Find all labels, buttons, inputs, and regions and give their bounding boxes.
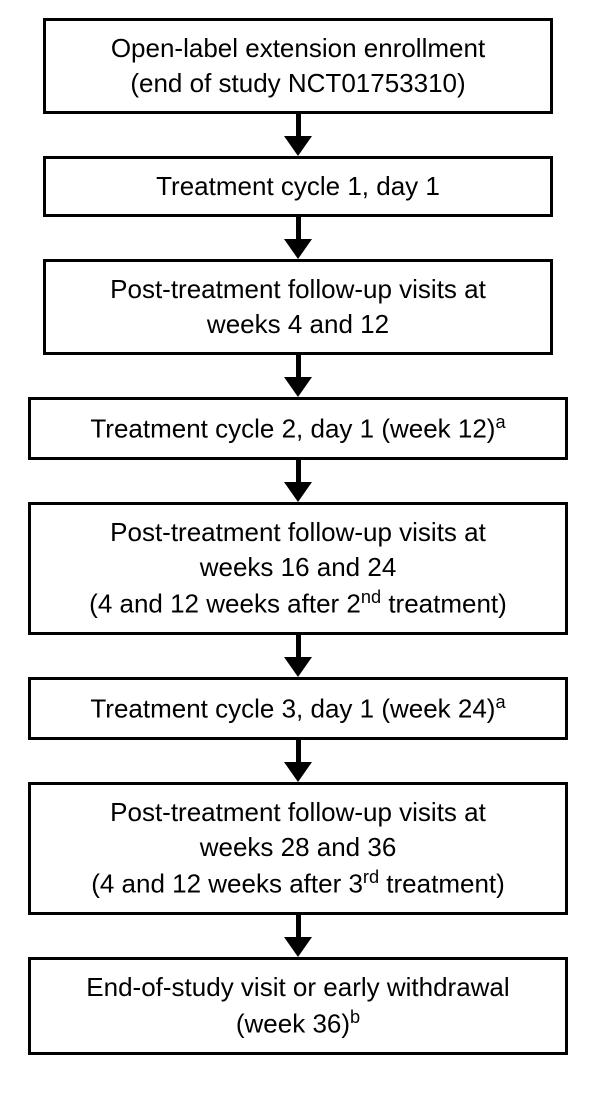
flow-arrow <box>284 915 312 957</box>
flow-node-text: (4 and 12 weeks after 3rd treatment) <box>91 865 505 902</box>
arrow-shaft <box>296 355 301 378</box>
flow-node-n5: Post-treatment follow-up visits atweeks … <box>28 502 568 635</box>
flow-node-text: (4 and 12 weeks after 2nd treatment) <box>89 585 507 622</box>
arrow-shaft <box>296 460 301 483</box>
arrow-shaft <box>296 635 301 658</box>
arrow-head-icon <box>284 937 312 957</box>
arrow-head-icon <box>284 762 312 782</box>
flow-node-n3: Post-treatment follow-up visits atweeks … <box>43 259 553 355</box>
flow-node-n2: Treatment cycle 1, day 1 <box>43 156 553 217</box>
flow-node-text: Post-treatment follow-up visits at <box>110 515 486 550</box>
flow-arrow <box>284 217 312 259</box>
flow-node-text: (end of study NCT01753310) <box>130 66 465 101</box>
flow-arrow <box>284 114 312 156</box>
flow-node-n4: Treatment cycle 2, day 1 (week 12)a <box>28 397 568 460</box>
flow-node-text: (week 36)b <box>236 1005 360 1042</box>
flow-node-text: Treatment cycle 3, day 1 (week 24)a <box>90 690 505 727</box>
flow-arrow <box>284 460 312 502</box>
flow-node-text: Treatment cycle 2, day 1 (week 12)a <box>90 410 505 447</box>
flow-node-text: weeks 28 and 36 <box>200 830 397 865</box>
flow-node-text: weeks 16 and 24 <box>200 550 397 585</box>
flow-node-n6: Treatment cycle 3, day 1 (week 24)a <box>28 677 568 740</box>
arrow-shaft <box>296 114 301 137</box>
flow-arrow <box>284 635 312 677</box>
flow-node-n7: Post-treatment follow-up visits atweeks … <box>28 782 568 915</box>
arrow-shaft <box>296 915 301 938</box>
flow-arrow <box>284 355 312 397</box>
arrow-head-icon <box>284 657 312 677</box>
arrow-shaft <box>296 217 301 240</box>
flow-node-text: Open-label extension enrollment <box>111 31 485 66</box>
flow-node-text: Post-treatment follow-up visits at <box>110 795 486 830</box>
arrow-head-icon <box>284 239 312 259</box>
flow-node-text: Post-treatment follow-up visits at <box>110 272 486 307</box>
flow-node-n1: Open-label extension enrollment(end of s… <box>43 18 553 114</box>
flow-node-text: End-of-study visit or early withdrawal <box>86 970 509 1005</box>
arrow-head-icon <box>284 136 312 156</box>
arrow-head-icon <box>284 377 312 397</box>
flow-node-text: Treatment cycle 1, day 1 <box>156 169 440 204</box>
arrow-shaft <box>296 740 301 763</box>
flow-node-text: weeks 4 and 12 <box>207 307 389 342</box>
flow-arrow <box>284 740 312 782</box>
flow-node-n8: End-of-study visit or early withdrawal(w… <box>28 957 568 1055</box>
arrow-head-icon <box>284 482 312 502</box>
